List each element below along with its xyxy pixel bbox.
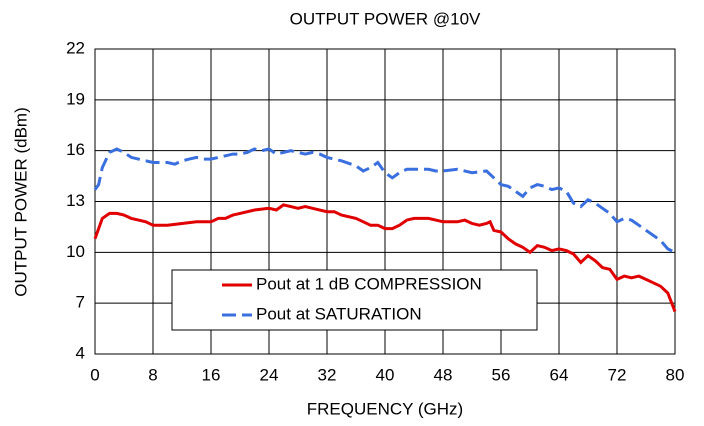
legend-label: Pout at 1 dB COMPRESSION (256, 274, 482, 293)
y-tick-label: 10 (66, 242, 85, 261)
x-tick-label: 32 (318, 365, 337, 384)
data-line (93, 147, 676, 254)
x-tick-label: 64 (550, 365, 569, 384)
y-tick-label: 19 (66, 89, 85, 108)
y-axis-label: OUTPUT POWER (dBm) (11, 107, 30, 297)
y-tick-label: 22 (66, 38, 85, 57)
data-line (93, 203, 677, 313)
x-tick-label: 0 (90, 365, 99, 384)
y-tick-label: 13 (66, 191, 85, 210)
x-tick-label: 48 (434, 365, 453, 384)
y-tick-label: 7 (76, 293, 85, 312)
y-tick-label: 4 (76, 343, 85, 362)
x-tick-label: 72 (608, 365, 627, 384)
x-tick-label: 8 (148, 365, 157, 384)
plot-frame (94, 48, 676, 355)
x-tick-label: 40 (376, 365, 395, 384)
x-tick-label: 24 (260, 365, 279, 384)
x-tick-label: 80 (666, 365, 685, 384)
x-axis-label: FREQUENCY (GHz) (307, 399, 463, 418)
x-tick-label: 56 (492, 365, 511, 384)
legend-box (171, 269, 538, 331)
chart-title: OUTPUT POWER @10V (290, 9, 481, 28)
y-tick-label: 16 (66, 140, 85, 159)
legend-label: Pout at SATURATION (256, 304, 422, 323)
x-tick-label: 16 (202, 365, 221, 384)
